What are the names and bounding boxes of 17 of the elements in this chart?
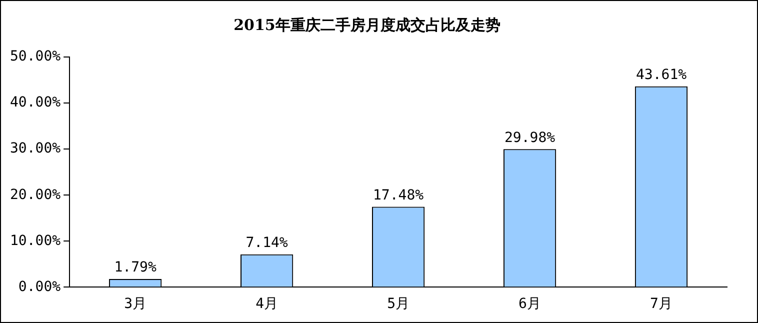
y-tick-label: 50.00% bbox=[10, 48, 62, 65]
y-tick-label: 10.00% bbox=[10, 232, 62, 249]
data-label: 7.14% bbox=[246, 234, 288, 251]
x-tick-label: 4月 bbox=[256, 296, 278, 312]
x-tick-label: 3月 bbox=[124, 296, 147, 312]
y-tick-label: 30.00% bbox=[10, 140, 62, 157]
x-tick-label: 7月 bbox=[650, 296, 672, 312]
x-tick-label: 6月 bbox=[518, 296, 541, 312]
data-label: 1.79% bbox=[114, 260, 157, 276]
y-tick-label: 0.00% bbox=[18, 278, 62, 295]
data-label: 17.48% bbox=[372, 187, 424, 204]
chart-title: 2015年重庆二手房月度成交占比及走势 bbox=[234, 16, 500, 34]
data-label: 43.61% bbox=[636, 67, 688, 84]
y-tick-label: 40.00% bbox=[10, 94, 62, 111]
data-label: 29.98% bbox=[504, 130, 556, 146]
y-tick-label: 20.00% bbox=[10, 186, 62, 203]
x-tick-label: 5月 bbox=[387, 296, 410, 312]
